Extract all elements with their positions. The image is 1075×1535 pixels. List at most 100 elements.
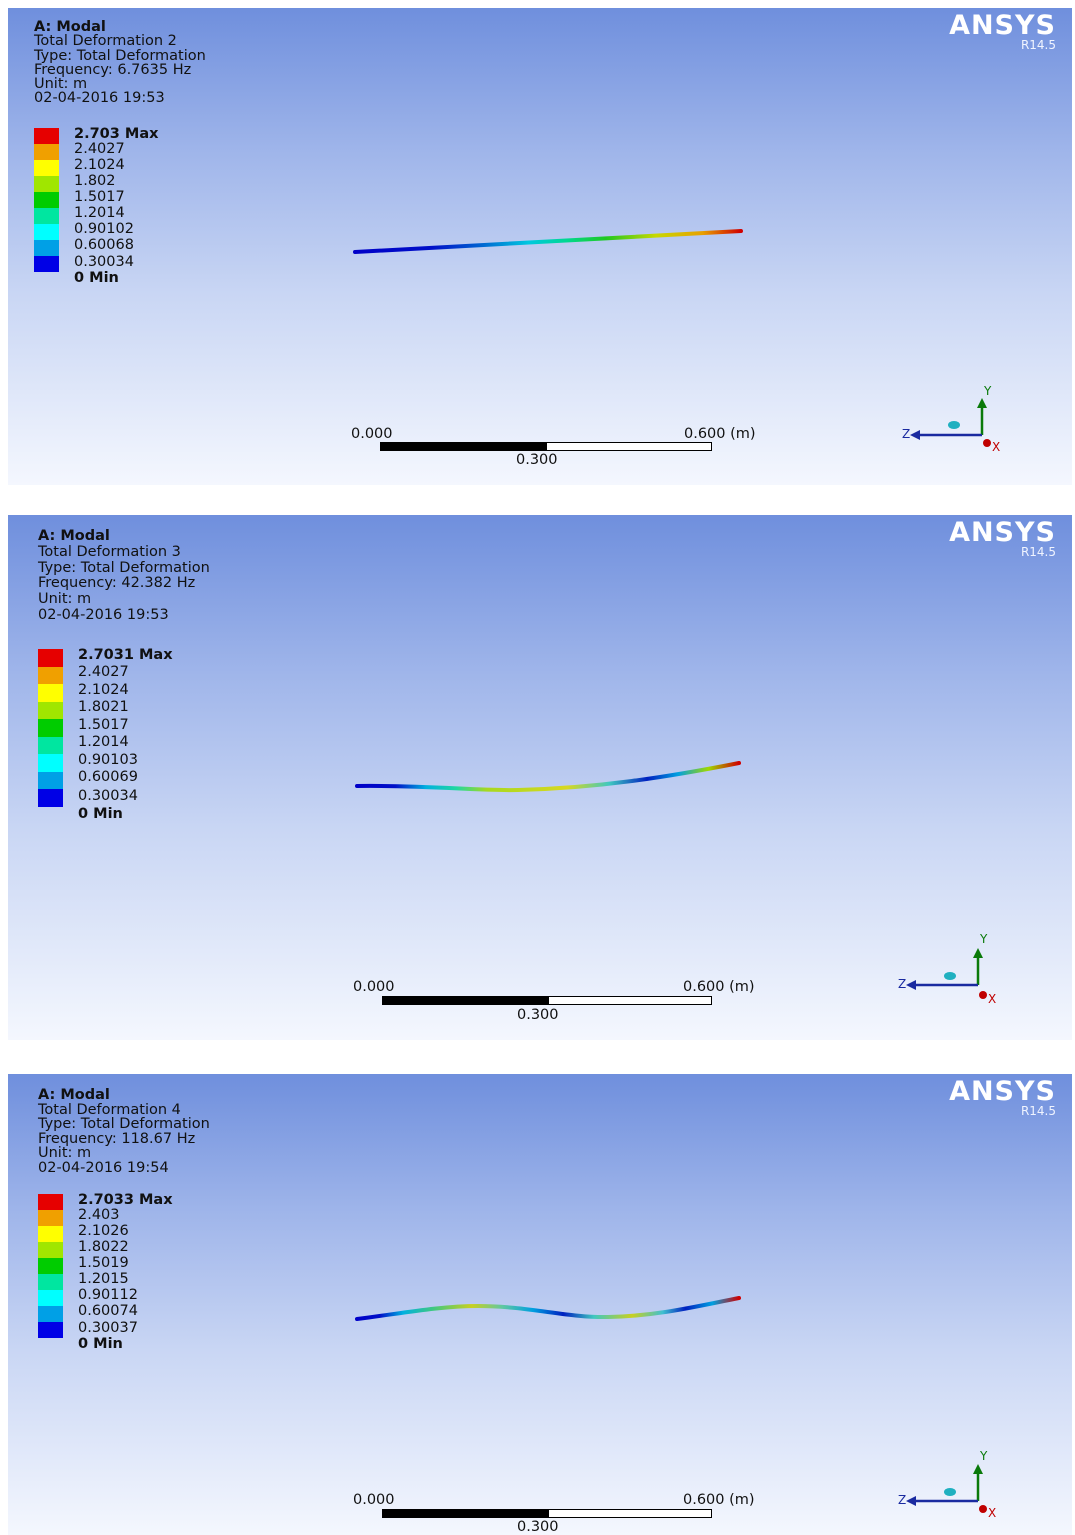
legend-swatch (38, 1274, 63, 1290)
ansys-version: R14.5 (1020, 38, 1056, 52)
axis-triad: Y Z X (898, 932, 996, 1005)
legend-swatch (38, 1210, 63, 1226)
result-frequency: Frequency: 42.382 Hz (38, 575, 196, 592)
ansys-logo: ANSYS R14.5 (949, 1076, 1056, 1118)
legend-swatch (34, 128, 59, 144)
legend-swatch (38, 684, 63, 702)
legend-swatch (34, 224, 59, 240)
legend-swatch (38, 1322, 63, 1338)
legend-swatch (34, 256, 59, 272)
result-datetime: 02-04-2016 19:54 (38, 1159, 169, 1176)
legend-label: 2.1026 (78, 1223, 129, 1239)
legend-label: 2.1024 (78, 682, 129, 698)
x-axis-label: X (992, 440, 1000, 454)
result-title: Total Deformation 2 (34, 33, 177, 50)
legend-label: 0.60074 (78, 1303, 138, 1319)
legend-label: 2.1024 (74, 157, 125, 173)
legend-label: 1.5019 (78, 1255, 129, 1271)
legend-label: 0.90102 (74, 221, 134, 237)
legend-label: 1.5017 (74, 189, 125, 205)
scale-mid-label: 0.300 (517, 1007, 559, 1023)
legend-swatch (38, 667, 63, 684)
legend-label: 1.2014 (78, 734, 129, 750)
scale-end-label: 0.600 (m) (683, 979, 755, 995)
result-datetime: 02-04-2016 19:53 (38, 606, 169, 623)
result-frequency: Frequency: 6.7635 Hz (34, 61, 192, 78)
legend-label: 0.60068 (74, 237, 134, 253)
legend-label: 0.90103 (78, 752, 138, 768)
legend-label-min: 0 Min (78, 806, 123, 822)
legend-label-max: 2.7033 Max (78, 1192, 173, 1208)
legend-label: 2.4027 (78, 664, 129, 680)
legend-label-min: 0 Min (74, 270, 119, 286)
legend-swatch (34, 208, 59, 224)
x-axis-label: X (988, 1506, 996, 1520)
z-axis-label: Z (898, 977, 906, 991)
legend-label: 1.5017 (78, 717, 129, 733)
analysis-header: A: Modal (38, 1087, 110, 1103)
axis-triad: Y Z X (898, 1449, 996, 1520)
legend-label-max: 2.703 Max (74, 126, 159, 142)
legend-label: 1.8021 (78, 699, 129, 715)
legend-swatch (38, 649, 63, 667)
result-viewport-mode-4[interactable]: A: Modal Total Deformation 4 Type: Total… (8, 1074, 1072, 1535)
legend-swatch (38, 1226, 63, 1242)
result-info-block: A: Modal Total Deformation 3 Type: Total… (38, 528, 210, 624)
legend-swatch (38, 772, 63, 789)
ansys-logo: ANSYS R14.5 (949, 517, 1056, 559)
legend-label: 1.2015 (78, 1271, 129, 1287)
legend-swatch (34, 176, 59, 192)
legend-label: 0.30034 (78, 788, 138, 804)
ansys-logo: ANSYS R14.5 (949, 10, 1056, 52)
ansys-version: R14.5 (1020, 545, 1056, 559)
legend-swatch (34, 192, 59, 208)
legend-label: 0.30037 (78, 1320, 138, 1336)
scale-mid-label: 0.300 (516, 452, 558, 468)
scale-end-label: 0.600 (m) (684, 426, 756, 442)
result-type: Type: Total Deformation (34, 47, 206, 64)
legend-label: 0.30034 (74, 254, 134, 270)
legend-label: 0.90112 (78, 1287, 138, 1303)
result-viewport-mode-2[interactable]: A: Modal Total Deformation 2 Type: Total… (8, 8, 1072, 485)
ansys-version: R14.5 (1020, 1104, 1056, 1118)
scale-start-label: 0.000 (353, 1492, 395, 1508)
result-info-block: A: Modal Total Deformation 4 Type: Total… (38, 1088, 210, 1175)
result-datetime: 02-04-2016 19:53 (34, 90, 165, 107)
scale-end-label: 0.600 (m) (683, 1492, 755, 1508)
result-unit: Unit: m (34, 76, 88, 93)
legend-swatch (38, 789, 63, 807)
legend-label-min: 0 Min (78, 1336, 123, 1352)
analysis-header: A: Modal (38, 528, 110, 544)
legend-swatch (38, 1290, 63, 1306)
result-info-block: A: Modal Total Deformation 2 Type: Total… (34, 20, 206, 106)
scale-bar: 0.000 0.600 (m) 0.300 (348, 426, 788, 476)
z-axis-label: Z (898, 1493, 906, 1507)
result-title: Total Deformation 3 (38, 543, 181, 560)
legend-swatch (34, 144, 59, 160)
y-axis-label: Y (979, 1449, 988, 1463)
result-frequency: Frequency: 118.67 Hz (38, 1130, 196, 1147)
legend-swatch (34, 160, 59, 176)
legend-swatch (38, 702, 63, 719)
scale-start-label: 0.000 (351, 426, 393, 442)
axis-triad: Y Z X (902, 384, 1000, 454)
deformed-beam (353, 229, 743, 254)
y-axis-label: Y (983, 384, 992, 398)
z-axis-label: Z (902, 427, 910, 441)
y-axis-label: Y (979, 932, 988, 946)
result-viewport-mode-3[interactable]: A: Modal Total Deformation 3 Type: Total… (8, 515, 1072, 1040)
legend-label: 2.4027 (74, 141, 125, 157)
result-title: Total Deformation 4 (38, 1101, 181, 1118)
scale-bar: 0.000 0.600 (m) 0.300 (350, 1492, 790, 1535)
result-unit: Unit: m (38, 1145, 92, 1161)
scale-bar: 0.000 0.600 (m) 0.300 (350, 979, 790, 1029)
legend-label: 1.2014 (74, 205, 125, 221)
result-unit: Unit: m (38, 591, 92, 608)
analysis-header: A: Modal (34, 19, 106, 35)
legend-swatch (38, 1242, 63, 1258)
legend-label: 0.60069 (78, 769, 138, 785)
scale-mid-label: 0.300 (517, 1519, 559, 1535)
x-axis-label: X (988, 992, 996, 1005)
legend-swatch (34, 240, 59, 256)
legend-swatch (38, 1258, 63, 1274)
